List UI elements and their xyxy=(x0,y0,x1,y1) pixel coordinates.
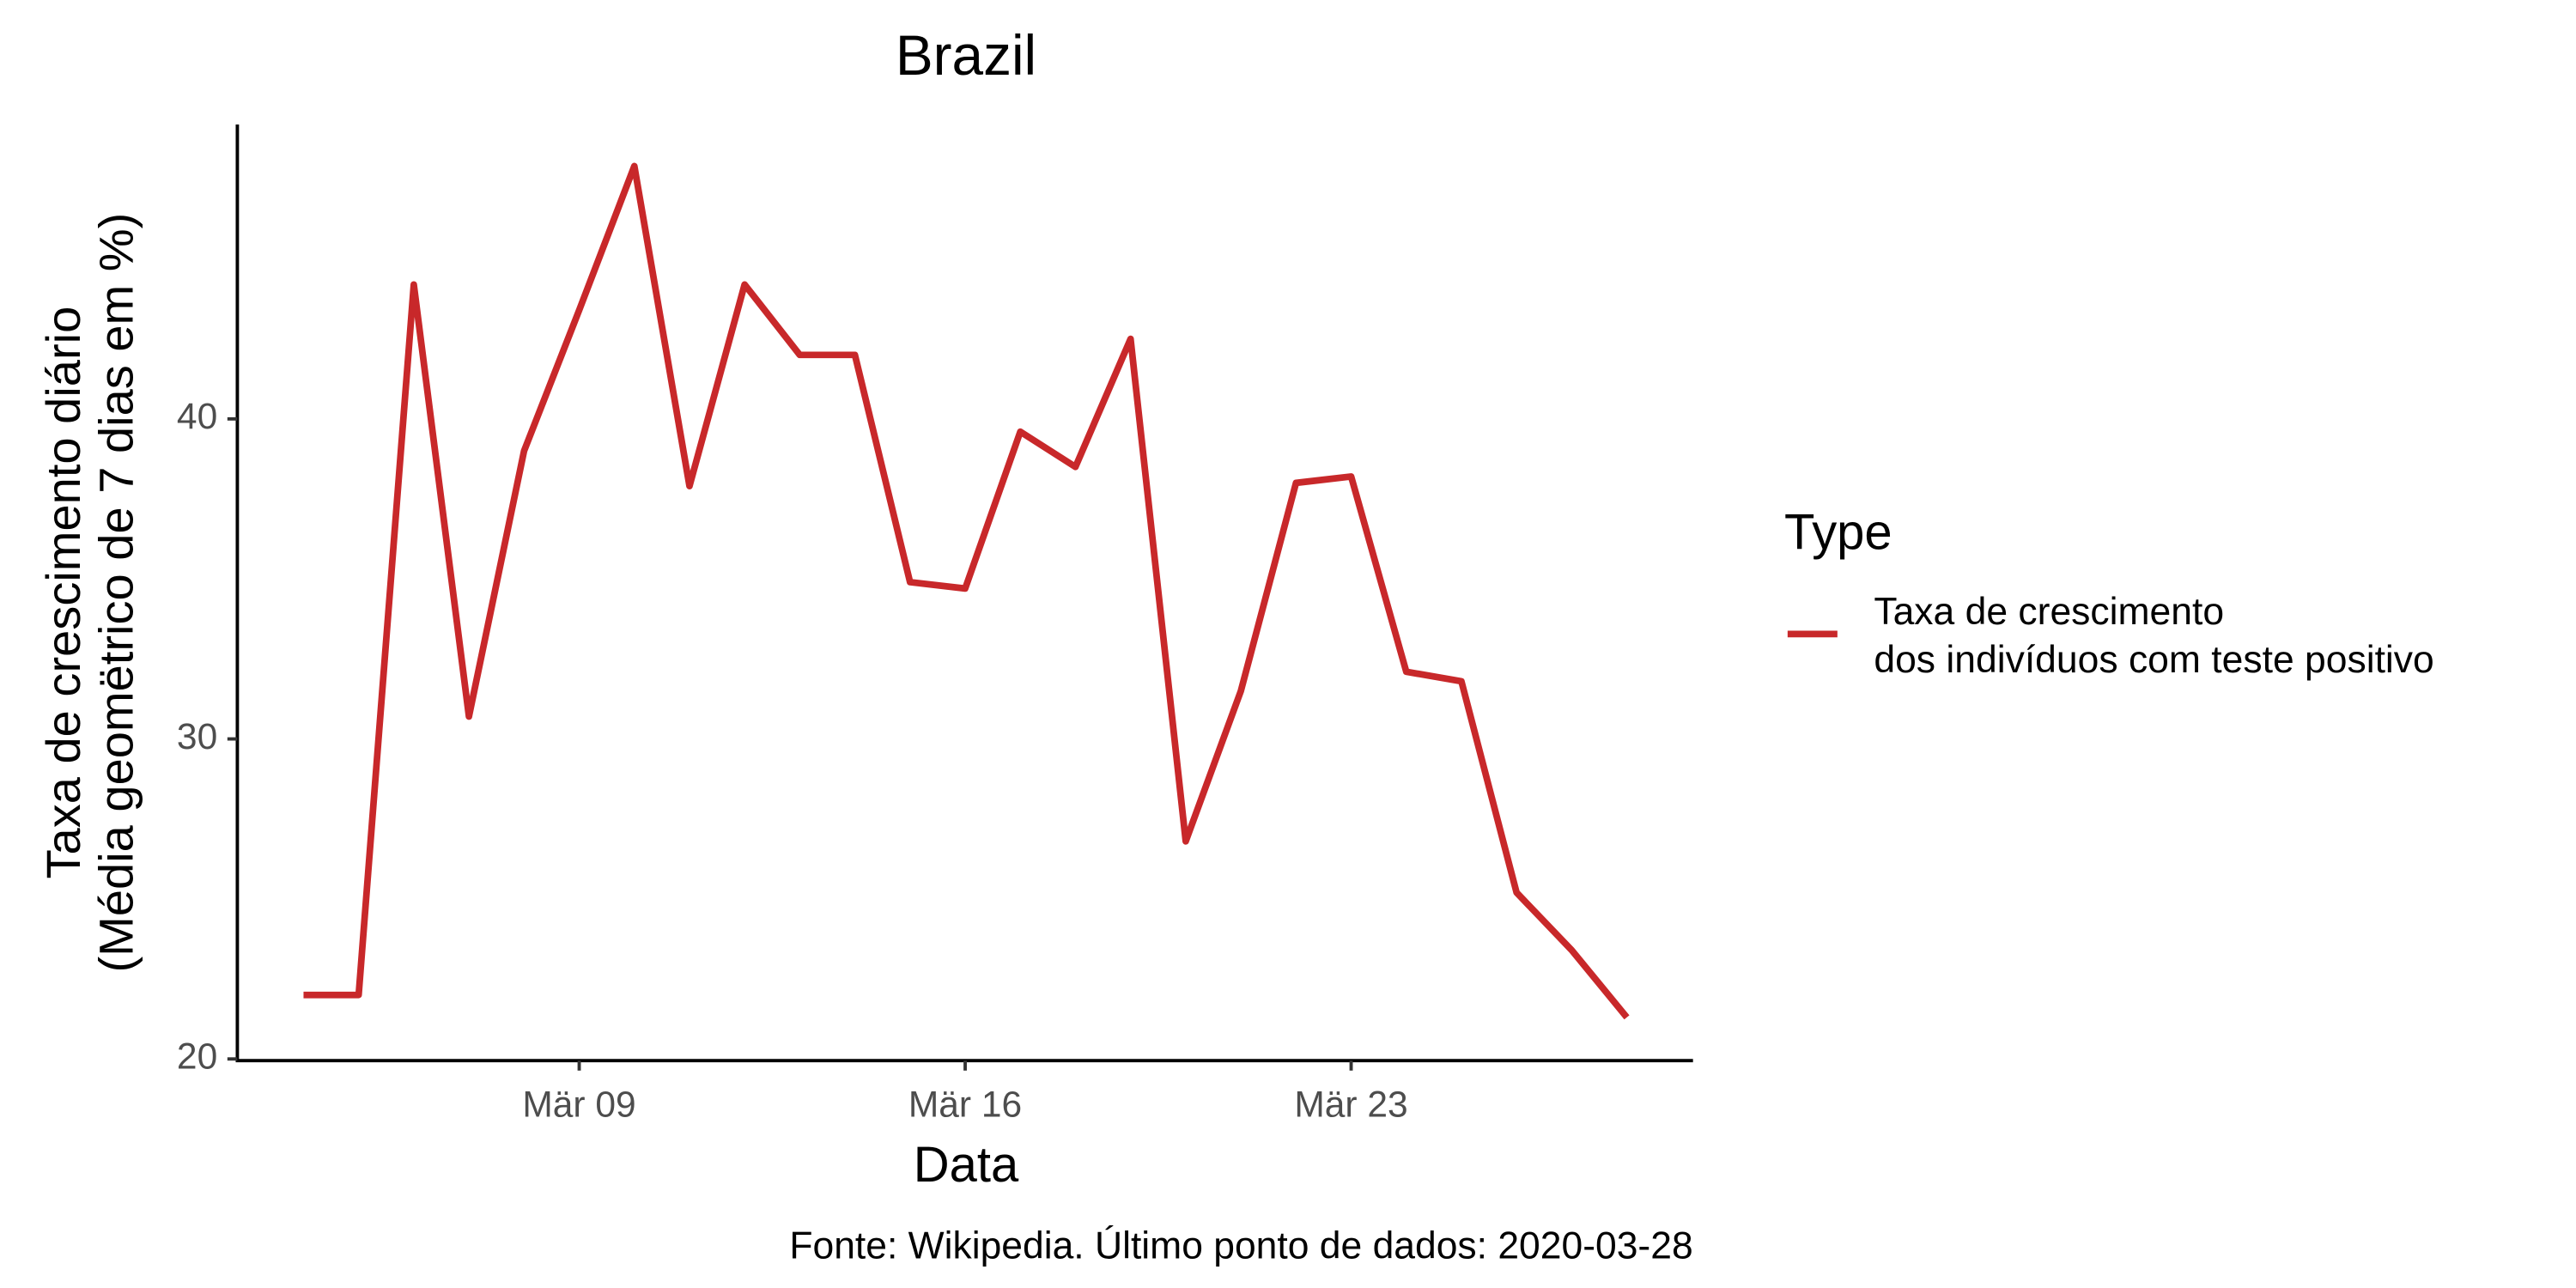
x-tick-label: Mär 09 xyxy=(522,1085,635,1126)
y-tick-label: 20 xyxy=(177,1036,217,1077)
line xyxy=(303,162,1630,1020)
caption: Fonte: Wikipedia. Último ponto de dados:… xyxy=(789,1224,1692,1267)
x-axis-title: Data xyxy=(914,1138,1019,1193)
y-tick-label: 30 xyxy=(177,717,217,757)
y-tick-label: 40 xyxy=(177,397,217,437)
y-axis-title: Taxa de crescimento diário (Média geomët… xyxy=(38,212,145,973)
chart-title: Brazil xyxy=(896,24,1036,87)
x-tick-label: Mär 16 xyxy=(908,1085,1022,1126)
x-tick-label: Mär 23 xyxy=(1294,1085,1407,1126)
legend-label: Taxa de crescimento dos indivíduos com t… xyxy=(1874,589,2434,681)
legend-title: Type xyxy=(1784,506,1893,561)
